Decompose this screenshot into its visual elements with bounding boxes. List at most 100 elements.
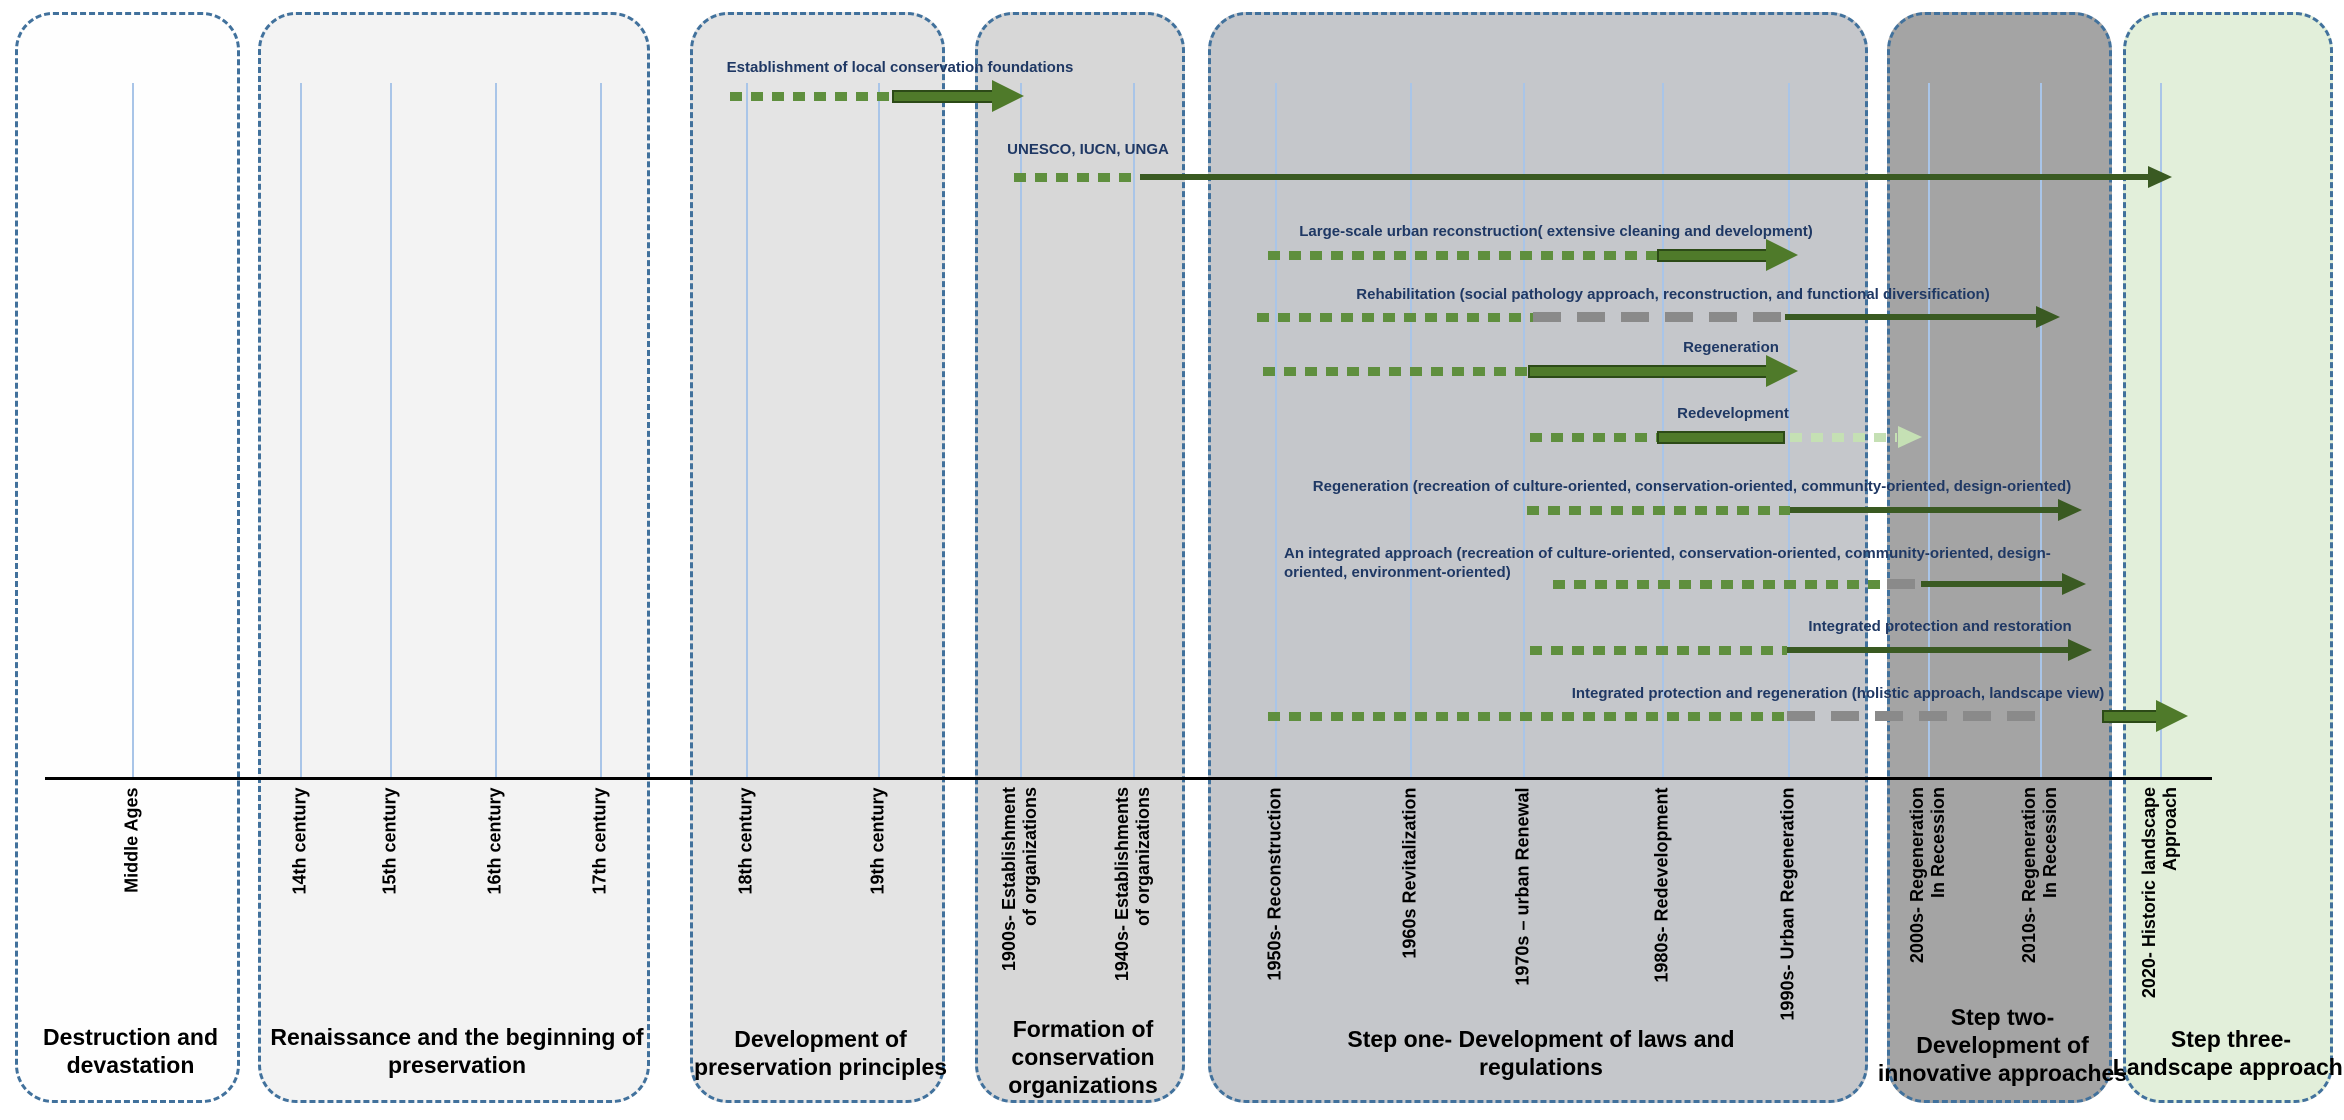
era-panel-4: Formation of conservation organizations	[975, 12, 1185, 1103]
era-panel-1: Destruction and devastation	[15, 12, 240, 1103]
tick-label: 1900s- Establishment of organizations	[999, 787, 1041, 1087]
tick-label-text: 19th century	[867, 787, 888, 895]
era-panel-7: Step three- Landscape approach,	[2113, 12, 2344, 1103]
tick-line	[1523, 83, 1525, 777]
arrow-head-icon	[1766, 355, 1798, 387]
tick-line	[1788, 83, 1790, 777]
tick-label-text: 16th century	[484, 787, 505, 895]
tick-label: 18th century	[736, 787, 757, 1087]
arrow-head-icon	[2148, 166, 2172, 188]
tick-label-text: of organizations	[1020, 787, 1040, 926]
arrow-label: Large-scale urban reconstruction( extens…	[1299, 223, 1813, 240]
tick-line	[600, 83, 602, 777]
tick-line	[2160, 83, 2162, 777]
tick-label: Middle Ages	[122, 787, 143, 1087]
arrow-head-icon	[992, 80, 1024, 112]
era-title: Step three- Landscape approach,	[2112, 1026, 2344, 1081]
arrow-segment-dot	[1263, 366, 1528, 376]
arrow-label: An integrated approach (recreation of cu…	[1284, 545, 2051, 581]
arrow-head-icon	[2068, 639, 2092, 661]
arrow-label: Regeneration	[1683, 339, 1779, 356]
tick-label: 1970s – urban Renewal	[1513, 787, 1534, 1087]
era-panel-3: Development of preservation principles	[690, 12, 947, 1103]
tick-label-text: 1970s – urban Renewal	[1512, 787, 1533, 986]
tick-line	[132, 83, 134, 777]
tick-line	[1275, 83, 1277, 777]
era-title: Step two- Development of innovative appr…	[1877, 1004, 2128, 1087]
tick-label-text: 1990s- Urban Regeneration	[1777, 787, 1798, 1021]
tick-line	[2040, 83, 2042, 777]
tick-label: 2010s- Regeneration In Recession	[2019, 787, 2061, 1087]
tick-label-text: Approach	[2160, 787, 2180, 872]
tick-line	[878, 83, 880, 777]
arrow-head-icon	[2062, 573, 2086, 595]
tick-line	[1410, 83, 1412, 777]
tick-label-text: 1940s- Establishments	[1112, 787, 1132, 982]
era-panel-5: Step one- Development of laws and regula…	[1208, 12, 1868, 1103]
arrow-segment-dot	[1527, 505, 1790, 515]
arrow-label: Integrated protection and restoration	[1808, 618, 2072, 635]
tick-label: 2000s- Regeneration In Recession	[1907, 787, 1949, 1087]
tick-label: 1960s Revitalization	[1400, 787, 1421, 1087]
era-panel-6: Step two- Development of innovative appr…	[1878, 12, 2127, 1103]
tick-label-text: Middle Ages	[121, 787, 142, 893]
arrow-segment-solid	[1657, 248, 1768, 262]
tick-label: 17th century	[590, 787, 611, 1087]
arrow-segment-line	[1787, 647, 2069, 653]
arrow-label: Establishment of local conservation foun…	[726, 59, 1074, 76]
arrow-segment-dot	[1014, 172, 1140, 182]
tick-label-text: 17th century	[589, 787, 610, 895]
era-panel-2: Renaissance and the beginning of preserv…	[258, 12, 650, 1103]
arrow-segment-solid	[1528, 364, 1768, 378]
arrow-label: UNESCO, IUCN, UNGA	[1007, 141, 1169, 158]
tick-label: 2020- Historic landscape Approach	[2139, 787, 2181, 1087]
arrow-segment-line	[1785, 314, 2037, 320]
arrow-label: Redevelopment	[1677, 405, 1789, 422]
tick-label-text: 1980s- Redevelopment	[1651, 787, 1672, 983]
arrow-segment-line	[1921, 581, 2062, 587]
arrow-segment-gdash	[1887, 579, 1921, 589]
tick-label-text: 1900s- Establishment	[999, 787, 1019, 972]
era-title: Development of preservation principles	[693, 1026, 948, 1081]
tick-label: 1950s- Reconstruction	[1265, 787, 1286, 1087]
tick-label-text: 2010s- Regeneration	[2019, 787, 2039, 964]
era-title: Renaissance and the beginning of preserv…	[270, 1024, 644, 1079]
arrow-segment-solid	[892, 89, 994, 103]
tick-label-text: 18th century	[735, 787, 756, 895]
tick-label-text: In Recession	[2040, 787, 2060, 899]
tick-line	[1928, 83, 1930, 777]
arrow-segment-dot	[1268, 250, 1657, 260]
tick-label-text: 1950s- Reconstruction	[1264, 787, 1285, 981]
era-title: Destruction and devastation	[42, 1024, 219, 1079]
arrow-segment-dot	[1268, 711, 1787, 721]
tick-line	[390, 83, 392, 777]
tick-label-text: of organizations	[1133, 787, 1153, 926]
arrow-head-icon	[2036, 306, 2060, 328]
arrow-segment-solid	[2102, 709, 2158, 723]
arrow-segment-gdash	[1787, 711, 2042, 721]
arrow-segment-solid	[1657, 430, 1785, 444]
arrow-head-icon	[1898, 426, 1922, 448]
tick-label: 1980s- Redevelopment	[1652, 787, 1673, 1087]
era-title: Step one- Development of laws and regula…	[1347, 1026, 1735, 1081]
arrow-segment-line	[1140, 174, 2150, 180]
timeline-axis	[45, 777, 2212, 780]
tick-label-text: 2020- Historic landscape	[2139, 787, 2159, 999]
arrow-head-icon	[2156, 700, 2188, 732]
arrow-segment-dot	[730, 91, 892, 101]
era-title: Formation of conservation organizations	[1008, 1016, 1158, 1099]
tick-label-text: 15th century	[379, 787, 400, 895]
tick-label: 14th century	[290, 787, 311, 1087]
tick-label: 15th century	[380, 787, 401, 1087]
arrow-head-icon	[2058, 499, 2082, 521]
tick-label: 19th century	[868, 787, 889, 1087]
arrow-label: Integrated protection and regeneration (…	[1571, 685, 2105, 702]
arrow-head-icon	[1766, 239, 1798, 271]
arrow-segment-dot	[1530, 645, 1787, 655]
arrow-segment-gdash	[1533, 312, 1785, 322]
tick-label: 16th century	[485, 787, 506, 1087]
tick-label-text: 1960s Revitalization	[1399, 787, 1420, 959]
tick-label-text: In Recession	[1928, 787, 1948, 899]
arrow-segment-dot	[1553, 579, 1887, 589]
tick-label-text: 2000s- Regeneration	[1907, 787, 1927, 964]
